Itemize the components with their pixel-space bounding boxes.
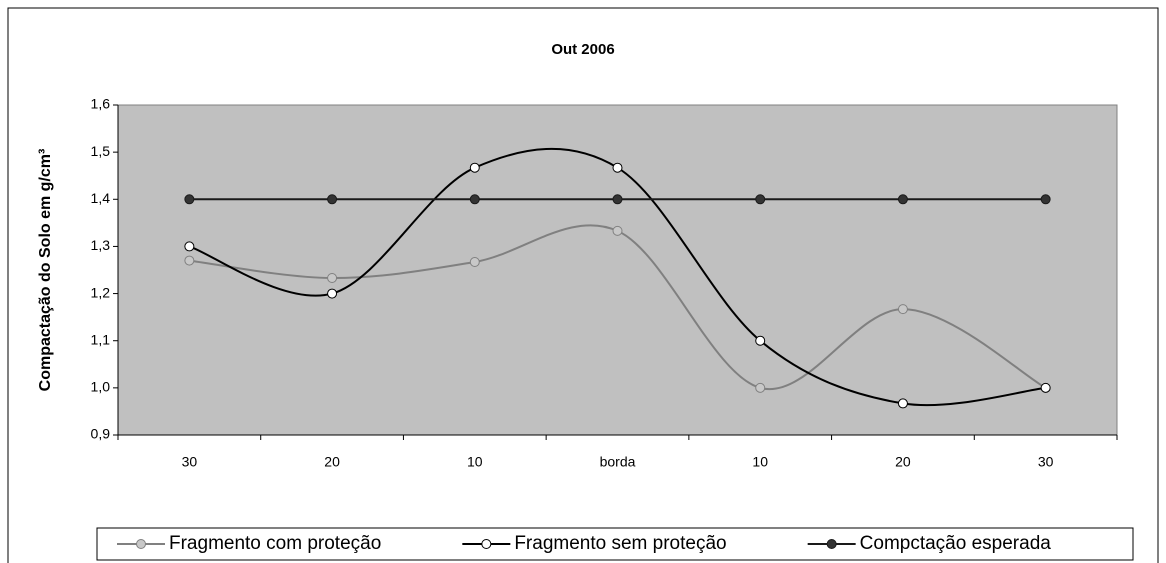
legend-marker: [826, 539, 837, 549]
x-tick-label: 10: [752, 454, 768, 470]
legend-marker: [481, 539, 492, 549]
point: [327, 273, 338, 284]
y-tick-label: 1,2: [91, 284, 111, 300]
point: [184, 241, 195, 252]
x-tick-label: 20: [895, 454, 911, 470]
x-tick-label: 30: [1038, 454, 1054, 470]
legend-marker: [136, 539, 146, 549]
y-tick-label: 1,0: [91, 379, 111, 395]
legend-label: Fragmento com proteção: [169, 533, 381, 554]
y-axis-label: Compactação do Solo em g/cm³: [37, 149, 54, 392]
point: [755, 382, 766, 393]
chart-title: Out 2006: [551, 41, 614, 58]
y-tick-label: 1,4: [91, 190, 111, 206]
point: [612, 162, 623, 173]
y-tick-label: 1,6: [91, 96, 111, 112]
point: [327, 194, 338, 205]
point: [897, 398, 908, 409]
y-tick-label: 0,9: [91, 426, 111, 442]
point: [184, 255, 195, 266]
legend-box: [96, 527, 1134, 561]
point: [469, 194, 480, 205]
plot-area: [117, 104, 1118, 436]
x-tick-label: 10: [467, 454, 483, 470]
point: [897, 194, 908, 205]
x-tick-label: 30: [182, 454, 198, 470]
point: [612, 194, 623, 205]
legend-label: Compctação esperada: [860, 533, 1052, 554]
point: [755, 194, 766, 205]
point: [469, 162, 480, 173]
point: [1040, 382, 1051, 393]
y-tick-label: 1,5: [91, 143, 111, 159]
point: [755, 335, 766, 346]
point: [612, 225, 623, 236]
y-tick-label: 1,1: [91, 331, 111, 347]
point: [1040, 194, 1051, 205]
legend-label: Fragmento sem proteção: [514, 533, 726, 554]
point: [327, 288, 338, 299]
y-tick-label: 1,3: [91, 237, 111, 253]
point: [897, 304, 908, 315]
x-tick-label: 20: [324, 454, 340, 470]
point: [184, 194, 195, 205]
point: [469, 256, 480, 267]
x-tick-label: borda: [600, 454, 636, 470]
